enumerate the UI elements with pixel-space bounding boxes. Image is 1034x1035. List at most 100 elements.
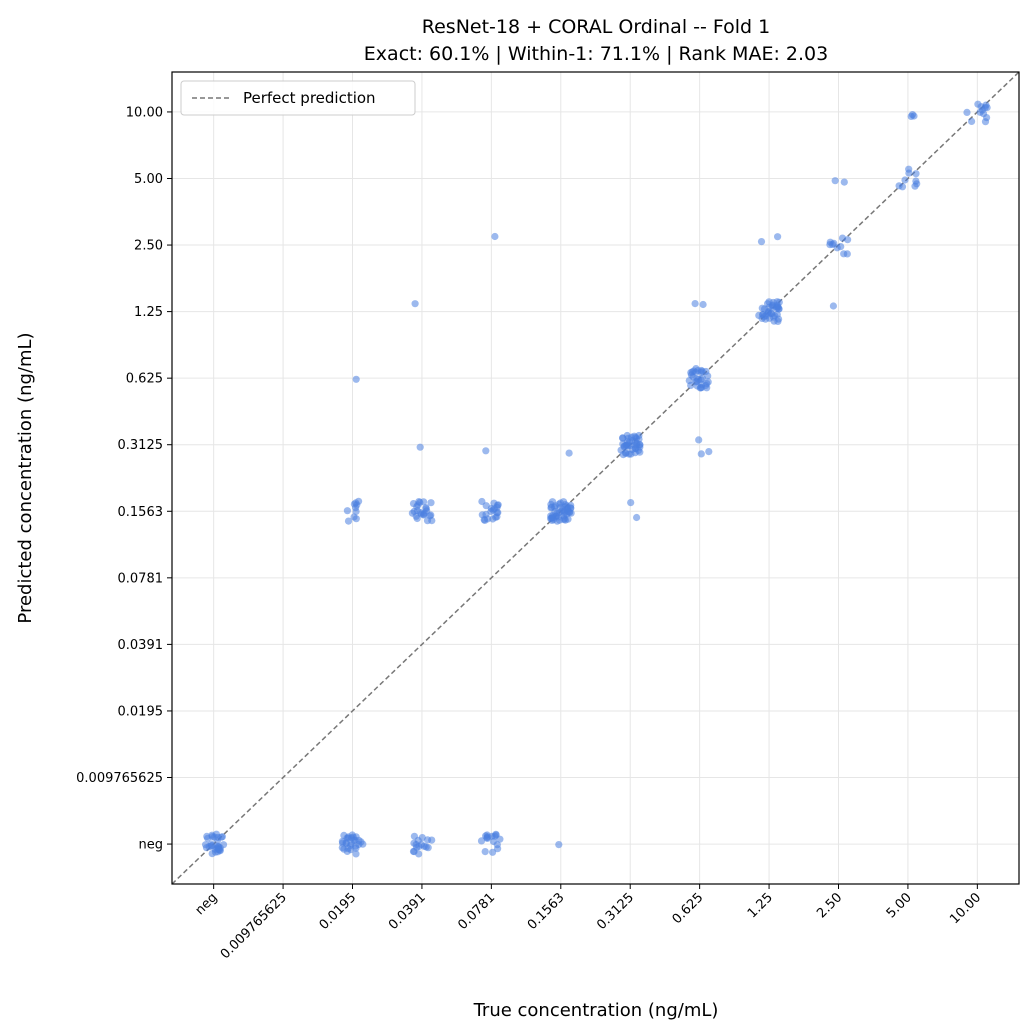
data-point — [759, 311, 767, 319]
data-point — [702, 381, 710, 390]
data-point — [843, 250, 851, 258]
data-point — [359, 840, 367, 848]
data-point — [424, 836, 432, 844]
data-point — [963, 108, 971, 116]
data-point — [765, 314, 774, 322]
x-tick-label: 10.00 — [947, 890, 984, 927]
data-point — [705, 448, 713, 456]
data-point — [764, 300, 772, 308]
data-point — [829, 302, 838, 310]
data-point — [416, 443, 424, 451]
data-point — [699, 300, 707, 309]
data-point — [416, 498, 424, 507]
data-point — [764, 308, 772, 316]
data-point — [551, 502, 559, 510]
data-point — [344, 517, 353, 525]
data-point — [208, 850, 216, 858]
y-axis-ticks: neg 0.009765625 0.0195 0.0391 0.0781 0.1563 0.… — [76, 105, 172, 853]
chart-subtitle: Exact: 60.1% | Within-1: 71.1% | Rank MA… — [364, 43, 828, 65]
data-point — [620, 443, 628, 451]
data-point — [352, 499, 360, 507]
data-point — [687, 381, 695, 389]
data-point — [428, 517, 436, 525]
x-axis-label: True concentration (ng/mL) — [473, 1000, 719, 1021]
data-point — [968, 117, 976, 125]
data-point — [489, 515, 497, 523]
x-tick-label: 1.25 — [745, 890, 776, 921]
data-points — [202, 100, 991, 858]
x-tick-label: neg — [193, 890, 221, 918]
data-point — [410, 848, 418, 856]
data-point — [352, 375, 360, 383]
y-tick-label: 0.1563 — [118, 505, 164, 520]
data-point — [907, 112, 915, 120]
data-point — [632, 434, 641, 442]
data-point — [408, 509, 416, 517]
data-point — [481, 848, 489, 856]
data-point — [977, 103, 985, 111]
data-point — [826, 238, 834, 246]
data-point — [901, 176, 909, 184]
data-point — [563, 504, 572, 512]
y-tick-label: 0.3125 — [118, 438, 164, 453]
y-axis-label: Predicted concentration (ng/mL) — [15, 332, 36, 623]
data-point — [343, 507, 351, 515]
y-tick-label: 10.00 — [126, 105, 163, 120]
data-point — [489, 848, 497, 856]
data-point — [556, 499, 565, 507]
data-point — [493, 501, 502, 509]
data-point — [214, 845, 222, 853]
data-point — [555, 509, 563, 517]
data-point — [695, 436, 703, 444]
legend-label: Perfect prediction — [243, 89, 376, 107]
data-point — [912, 170, 920, 178]
data-point — [619, 451, 627, 459]
data-point — [844, 236, 852, 244]
data-point — [350, 513, 358, 521]
x-tick-label: 0.3125 — [594, 890, 637, 933]
data-point — [494, 845, 502, 853]
data-point — [207, 842, 215, 850]
x-tick-label: 0.0391 — [386, 890, 429, 933]
y-tick-label: 0.0391 — [118, 638, 164, 653]
data-point — [565, 449, 573, 457]
y-tick-label: neg — [139, 838, 164, 853]
y-tick-label: 2.50 — [134, 239, 163, 254]
reference-line-group — [171, 71, 1020, 885]
y-tick-label: 0.625 — [126, 372, 163, 387]
x-tick-label: 0.625 — [670, 890, 707, 927]
data-point — [410, 832, 418, 840]
data-point — [411, 300, 419, 308]
y-tick-label: 0.0781 — [118, 571, 164, 586]
data-point — [218, 833, 226, 841]
data-point — [208, 831, 216, 839]
data-point — [352, 850, 360, 858]
data-point — [697, 450, 705, 458]
data-point — [619, 434, 627, 442]
data-point — [493, 509, 501, 517]
data-point — [758, 304, 766, 312]
data-point — [774, 233, 782, 241]
x-tick-label: 0.009765625 — [218, 890, 290, 962]
data-point — [555, 841, 563, 849]
data-point — [352, 507, 360, 516]
data-point — [697, 376, 705, 384]
data-point — [840, 178, 848, 186]
data-point — [625, 450, 633, 458]
data-point — [831, 177, 839, 185]
data-point — [491, 232, 499, 241]
chart-title: ResNet-18 + CORAL Ordinal -- Fold 1 — [422, 16, 770, 38]
y-tick-label: 5.00 — [134, 172, 163, 187]
data-point — [564, 515, 572, 523]
x-tick-label: 0.1563 — [525, 890, 568, 933]
data-point — [895, 182, 903, 190]
data-point — [757, 238, 766, 246]
data-point — [905, 165, 913, 173]
grid-lines — [172, 72, 1019, 884]
data-point — [482, 447, 490, 455]
data-point — [338, 844, 346, 852]
data-point — [548, 516, 556, 525]
data-point — [347, 841, 355, 850]
legend: Perfect prediction — [180, 80, 416, 116]
